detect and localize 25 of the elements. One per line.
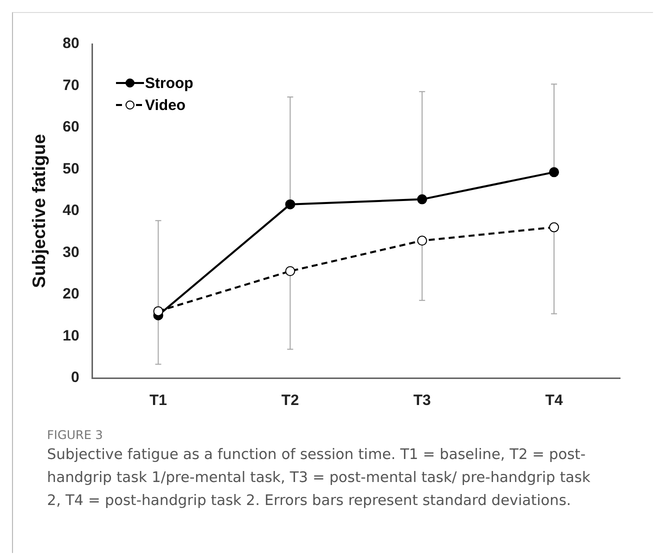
point bbox=[285, 199, 296, 210]
y-tick-label: 60 bbox=[62, 118, 80, 136]
x-tick-label: T2 bbox=[281, 392, 299, 410]
point bbox=[549, 222, 560, 232]
y-axis-title: Subjective fatigue bbox=[28, 134, 49, 288]
point bbox=[417, 194, 428, 204]
x-tick-label: T1 bbox=[149, 392, 168, 410]
caption: FIGURE 3 bbox=[47, 428, 104, 442]
point bbox=[153, 306, 164, 316]
y-tick-label: 30 bbox=[62, 244, 80, 261]
y-tick-label: 40 bbox=[62, 202, 80, 220]
point bbox=[417, 236, 428, 246]
y-tick-label: 0 bbox=[70, 369, 80, 386]
y-tick-label: 20 bbox=[62, 286, 80, 303]
x-tick-label: T3 bbox=[413, 392, 431, 410]
text: Subjective fatigue as a function of session time. T1 = baseline, T2 = post-handgrip task 1/pre-mental task, T3 = post-mental task/ pre-handgrip task 2, T4 = post-handgrip task 2. Errors bars represent standard deviations. bbox=[47, 446, 592, 511]
y-tick-label: 70 bbox=[62, 76, 80, 94]
point bbox=[285, 266, 296, 276]
legend-label: Video bbox=[145, 96, 186, 114]
legend-label: Stroop bbox=[145, 74, 194, 92]
y-tick-label: 80 bbox=[62, 35, 80, 52]
point bbox=[549, 167, 560, 178]
y-tick-label: 50 bbox=[62, 160, 80, 178]
y-tick-label: 10 bbox=[62, 327, 80, 344]
x-tick-label: T4 bbox=[545, 392, 564, 410]
